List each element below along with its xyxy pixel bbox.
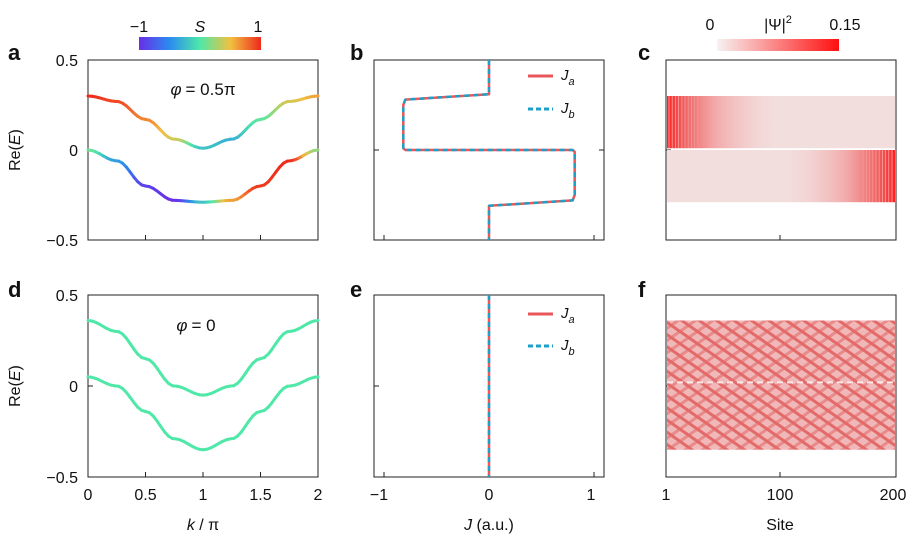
- panel-d-ytick-2: −0.5: [46, 470, 78, 487]
- panel-f: 1 100 200 Site: [662, 294, 907, 534]
- panel-e-legend: Ja Jb: [528, 305, 575, 358]
- panel-e-legend-jb-sub: b: [569, 346, 575, 358]
- panel-d: 0.5 0 −0.5 0 0.5 1 1.5 2 φ = 0 Re(E) k / …: [7, 288, 323, 534]
- panel-letter-f: f: [638, 277, 646, 302]
- panel-f-bulk-states-cross: [667, 320, 895, 450]
- panel-e-xtick-1: 0: [485, 487, 494, 504]
- panel-b-legend-jb-sub: b: [569, 109, 575, 121]
- panel-d-ylabel-main: Re(: [7, 380, 24, 406]
- panel-letter-a: a: [8, 40, 21, 65]
- panel-b-legend-jb-main: J: [560, 100, 569, 117]
- panel-b-legend-jb-label: Jb: [560, 100, 575, 121]
- panel-c-heatmap: [667, 96, 895, 203]
- panel-b-legend: Ja Jb: [528, 67, 575, 121]
- panel-d-ticks: [88, 294, 261, 478]
- panel-a-ytick-1: 0: [69, 143, 78, 160]
- panel-a-ylabel-var: E: [7, 134, 24, 145]
- panel-e-xlabel-tail: (a.u.): [472, 517, 514, 534]
- colorbar-s-gradient: [139, 37, 261, 50]
- panel-e: Ja Jb −1 0 1 J (a.u.): [370, 294, 605, 534]
- panel-d-xtick-2: 1: [199, 487, 208, 504]
- panel-d-annotation-phi: φ: [176, 316, 187, 335]
- panel-a-annotation: φ = 0.5π: [170, 80, 235, 99]
- colorbar-psi-gradient: [717, 39, 839, 51]
- panel-a-annotation-phi: φ: [170, 80, 181, 99]
- panel-b: Ja Jb: [373, 59, 605, 241]
- panel-e-xlabel-var: J: [463, 517, 473, 534]
- panel-a-ytick-2: −0.5: [46, 233, 78, 250]
- panel-d-ylabel: Re(E): [7, 365, 24, 407]
- panel-a-ytick-0: 0.5: [56, 53, 78, 70]
- panel-e-legend-jb-label: Jb: [560, 337, 575, 358]
- panel-d-xtick-4: 2: [314, 487, 323, 504]
- colorbar-psi-label: |Ψ|2: [764, 14, 792, 34]
- panel-d-annotation-value: = 0: [191, 316, 215, 335]
- panel-e-xlabel: J (a.u.): [463, 517, 514, 534]
- panel-a-annotation-value: = 0.5π: [186, 80, 236, 99]
- panel-b-legend-ja-main: J: [560, 67, 569, 84]
- colorbar-psi-max: 0.15: [829, 17, 860, 34]
- colorbar-s-max: 1: [254, 19, 263, 36]
- panel-e-legend-ja-main: J: [560, 305, 569, 322]
- panel-d-annotation: φ = 0: [176, 316, 215, 335]
- panel-a-series: [86, 94, 320, 204]
- panel-d-xtick-0: 0: [84, 487, 93, 504]
- panel-letter-c: c: [638, 40, 650, 65]
- panel-d-xlabel-var: k: [187, 517, 196, 534]
- panel-a-ylabel: Re(E): [7, 129, 24, 171]
- panel-b-legend-ja-sub: a: [569, 76, 575, 88]
- colorbar-psi-label-main: |Ψ|: [764, 17, 786, 34]
- panel-letter-d: d: [8, 277, 21, 302]
- panel-letter-e: e: [350, 277, 362, 302]
- colorbar-psi-label-sup: 2: [786, 14, 792, 26]
- panel-c-band-0-edge-state: [667, 96, 895, 149]
- panel-b-legend-ja-label: Ja: [560, 67, 575, 88]
- panel-f-heatmap: [667, 320, 895, 450]
- panel-d-xlabel: k / π: [187, 517, 219, 534]
- panel-d-xtick-3: 1.5: [249, 487, 271, 504]
- panel-f-xlabel: Site: [766, 517, 794, 534]
- panel-a: 0.5 0 −0.5 φ = 0.5π Re(E): [7, 53, 320, 250]
- panel-e-xtick-2: 1: [587, 487, 596, 504]
- panel-d-ytick-1: 0: [69, 379, 78, 396]
- panel-a-ylabel-main: Re(: [7, 144, 24, 170]
- panel-f-xtick-2: 200: [880, 487, 907, 504]
- colorbar-s: −1 S 1: [130, 19, 263, 50]
- colorbar-s-label: S: [195, 19, 206, 36]
- panel-b-series: [402, 60, 576, 240]
- panel-e-legend-ja-sub: a: [569, 314, 575, 326]
- colorbar-psi: 0 |Ψ|2 0.15: [706, 14, 861, 51]
- panel-c: [665, 59, 897, 241]
- panel-f-xtick-1: 100: [767, 487, 794, 504]
- panel-d-xlabel-tail: / π: [195, 517, 219, 534]
- panel-c-band-1-edge-state: [667, 150, 895, 203]
- colorbar-s-min: −1: [130, 19, 148, 36]
- panel-letter-b: b: [350, 40, 363, 65]
- panel-d-ylabel-var: E: [7, 370, 24, 381]
- panel-d-ytick-0: 0.5: [56, 288, 78, 305]
- panel-d-xtick-1: 0.5: [134, 487, 156, 504]
- panel-d-series: [86, 318, 320, 452]
- panel-a-ylabel-tail: ): [7, 129, 24, 134]
- panel-e-ticks: [374, 294, 595, 478]
- panel-e-legend-ja-label: Ja: [560, 305, 575, 326]
- panel-f-xtick-0: 1: [662, 487, 671, 504]
- panel-d-ylabel-tail: ): [7, 365, 24, 370]
- panel-b-series-j-b: [402, 60, 576, 240]
- panel-e-legend-jb-main: J: [560, 337, 569, 354]
- panel-e-xtick-0: −1: [370, 487, 388, 504]
- colorbar-psi-min: 0: [706, 17, 715, 34]
